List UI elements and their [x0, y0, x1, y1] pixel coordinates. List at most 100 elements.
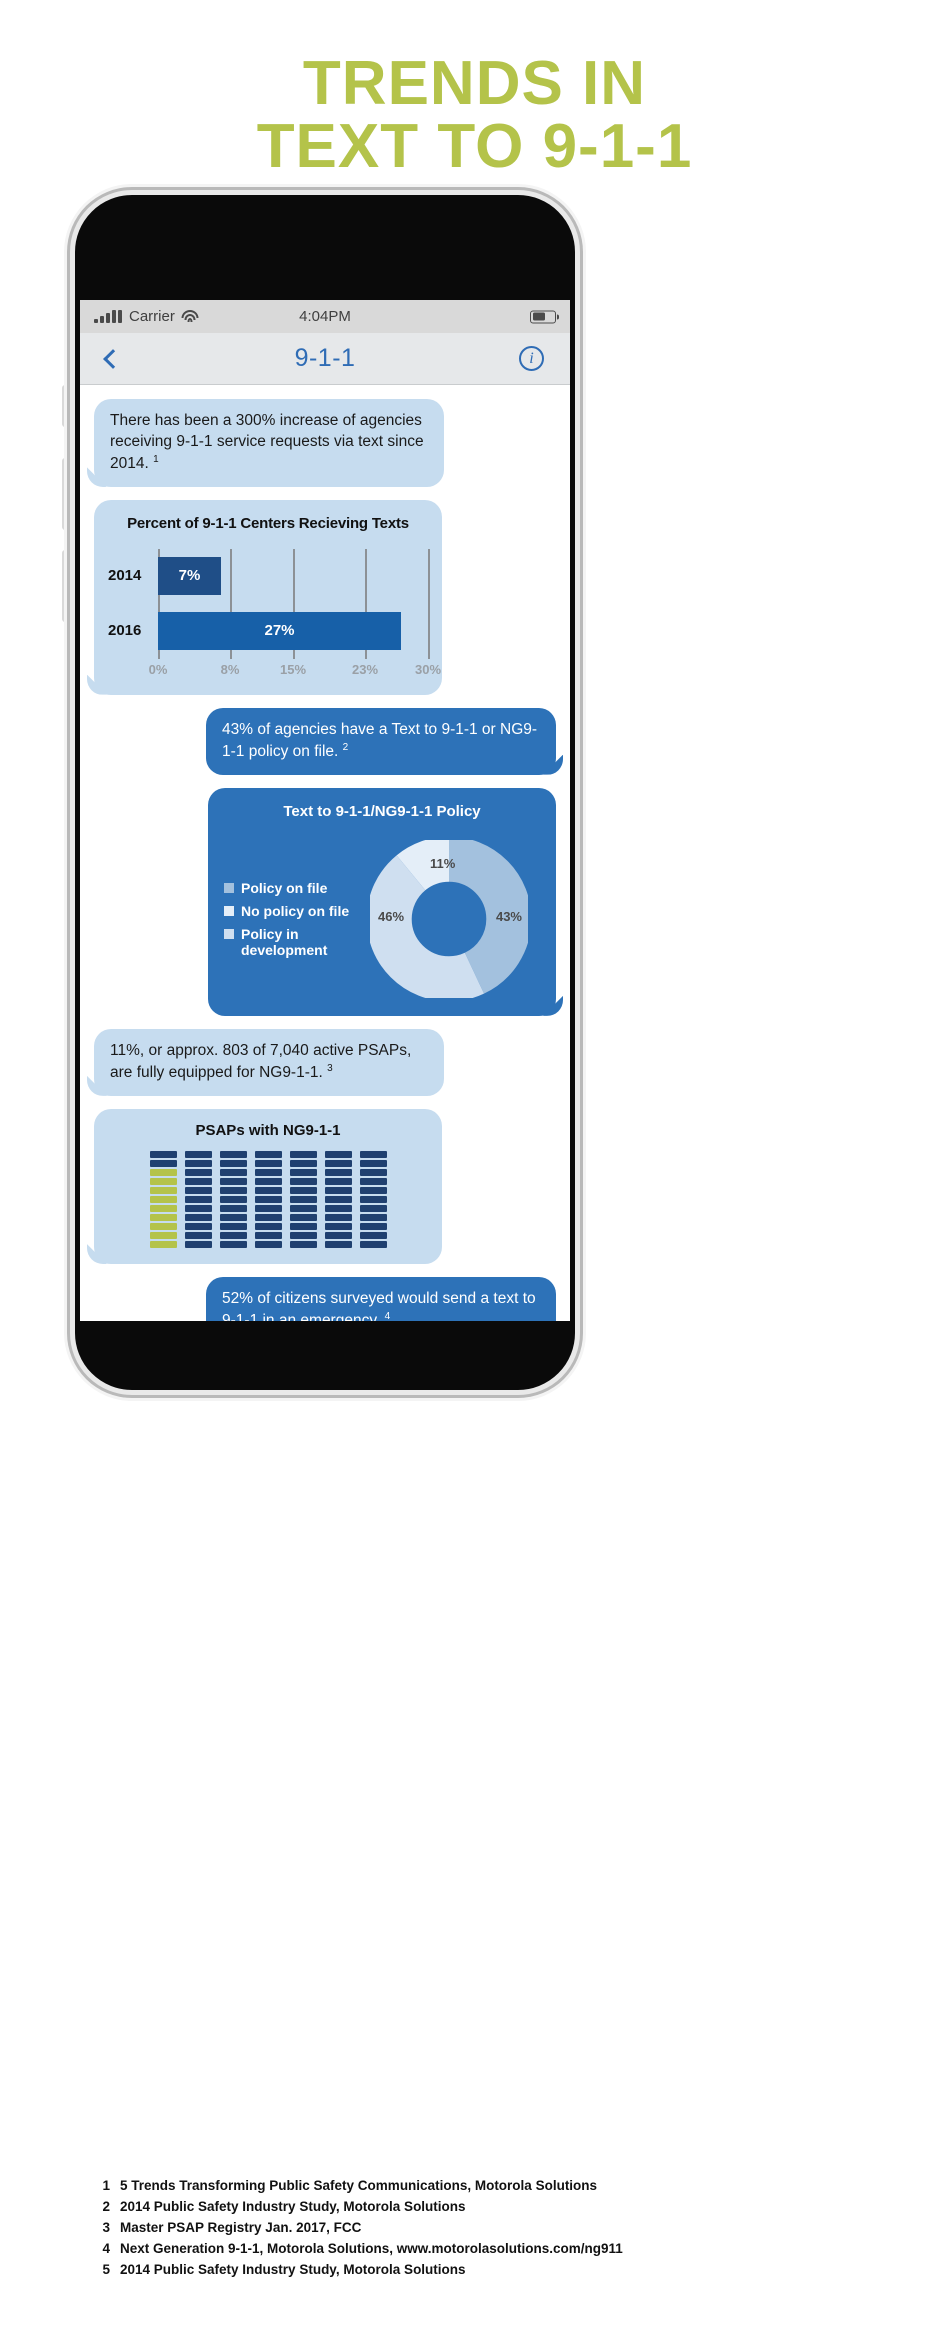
pictogram-cell-navy	[289, 1205, 317, 1213]
pictogram-cell-navy	[324, 1151, 352, 1159]
footnote-item: 3 Master PSAP Registry Jan. 2017, FCC	[100, 2218, 949, 2239]
pictogram-cell-navy	[324, 1169, 352, 1177]
pictogram-cell-navy	[184, 1214, 212, 1222]
footnote-item: 2 2014 Public Safety Industry Study, Mot…	[100, 2197, 949, 2218]
pictogram-cell-navy	[359, 1241, 387, 1249]
status-bar-time: 4:04PM	[299, 308, 351, 326]
donut-chart-bubble[interactable]: Text to 9-1-1/NG9-1-1 Policy Policy on f…	[208, 787, 556, 1016]
pictogram-bubble[interactable]: PSAPs with NG9-1-1	[94, 1108, 442, 1265]
pictogram-cell-navy	[184, 1232, 212, 1240]
bar-value-2016: 27%	[158, 612, 401, 651]
footnote-item: 5 2014 Public Safety Industry Study, Mot…	[100, 2260, 949, 2281]
donut-slice-policy-in-development	[370, 839, 528, 998]
phone-illustration: Carrier 4:04PM 9-1-1 i There has been a …	[0, 190, 949, 1895]
pictogram-cell-navy	[184, 1160, 212, 1168]
message-bubble-300-percent[interactable]: There has been a 300% increase of agenci…	[94, 399, 444, 488]
legend-swatch-icon	[224, 928, 234, 939]
pictogram-cell-navy	[254, 1214, 282, 1222]
nav-bar-title: 9-1-1	[294, 344, 356, 373]
page-title-line-2: TEXT TO 9-1-1	[256, 112, 693, 182]
pictogram-cell-navy	[184, 1178, 212, 1186]
pictogram-cell-navy	[289, 1232, 317, 1240]
footnote-text: Master PSAP Registry Jan. 2017, FCC	[120, 2219, 362, 2235]
message-text: 43% of agencies have a Text to 9-1-1 or …	[222, 720, 538, 760]
bar-chart-plot: 2014 7% 2016 27%	[108, 548, 430, 659]
pictogram-cell-navy	[184, 1241, 212, 1249]
footnote-item: 1 5 Trends Transforming Public Safety Co…	[100, 2176, 949, 2197]
pictogram-cell-navy	[324, 1196, 352, 1204]
pictogram-cell-navy	[254, 1196, 282, 1204]
info-circle-icon[interactable]: i	[519, 346, 544, 372]
footnote-number: 5	[102, 2261, 110, 2277]
pictogram-column	[219, 1151, 247, 1249]
pictogram-column	[149, 1151, 177, 1249]
message-row: 52% of citizens surveyed would send a te…	[94, 1277, 556, 1322]
pictogram-cell-navy	[289, 1187, 317, 1195]
bar-row-2014: 2014 7%	[108, 557, 428, 596]
bar-chart-title: Percent of 9-1-1 Centers Recieving Texts	[127, 515, 409, 533]
footnote-number: 1	[102, 2178, 110, 2193]
pictogram-cell-navy	[184, 1187, 212, 1195]
pictogram-cell-navy	[254, 1160, 282, 1168]
x-tick-label: 8%	[220, 661, 240, 677]
pictogram-cell-green	[149, 1187, 177, 1195]
x-tick-label: 0%	[148, 661, 168, 677]
pictogram-cell-navy	[254, 1151, 282, 1159]
pictogram-cell-navy	[254, 1205, 282, 1213]
donut-chart-title: Text to 9-1-1/NG9-1-1 Policy	[283, 802, 481, 820]
phone-volume-up-button	[62, 458, 71, 531]
pictogram-cell-navy	[324, 1187, 352, 1195]
donut-chart-body: Policy on file No policy on file Policy …	[224, 839, 540, 998]
pictogram-cell-navy	[219, 1205, 247, 1213]
message-bubble-43-percent[interactable]: 43% of agencies have a Text to 9-1-1 or …	[206, 707, 556, 775]
pictogram-grid	[110, 1151, 426, 1249]
pictogram-cell-navy	[359, 1169, 387, 1177]
pictogram-cell-navy	[359, 1196, 387, 1204]
footnote-ref: 2	[342, 741, 349, 753]
phone-screen: Carrier 4:04PM 9-1-1 i There has been a …	[80, 300, 570, 1322]
pictogram-cell-navy	[219, 1232, 247, 1240]
bar-row-2016: 2016 27%	[108, 612, 428, 651]
bar-chart-bubble[interactable]: Percent of 9-1-1 Centers Recieving Texts…	[94, 500, 442, 695]
pictogram-cell-navy	[289, 1223, 317, 1231]
message-bubble-11-percent[interactable]: 11%, or approx. 803 of 7,040 active PSAP…	[94, 1028, 444, 1096]
pictogram-cell-navy	[254, 1187, 282, 1195]
pictogram-cell-navy	[289, 1160, 317, 1168]
footnote-number: 2	[102, 2198, 110, 2214]
footnote-text: 2014 Public Safety Industry Study, Motor…	[120, 2198, 466, 2214]
pictogram-cell-navy	[219, 1223, 247, 1231]
message-row: Text to 9-1-1/NG9-1-1 Policy Policy on f…	[94, 787, 556, 1016]
pictogram-cell-navy	[219, 1187, 247, 1195]
legend-item-no-policy-on-file: No policy on file	[224, 903, 364, 919]
pictogram-cell-navy	[289, 1169, 317, 1177]
message-text: 11%, or approx. 803 of 7,040 active PSAP…	[110, 1041, 412, 1081]
pictogram-cell-navy	[219, 1160, 247, 1168]
nav-bar: 9-1-1 i	[80, 333, 570, 386]
legend-label: No policy on file	[241, 902, 350, 919]
pictogram-cell-green	[149, 1232, 177, 1240]
status-bar: Carrier 4:04PM	[80, 300, 570, 334]
pictogram-cell-green	[149, 1196, 177, 1204]
footnote-item: 4 Next Generation 9-1-1, Motorola Soluti…	[100, 2239, 949, 2260]
legend-item-policy-in-development: Policy in development	[224, 926, 364, 958]
footnote-ref: 1	[153, 454, 159, 466]
legend-swatch-icon	[224, 882, 234, 893]
phone-silent-switch	[62, 385, 71, 428]
x-tick-label: 23%	[351, 661, 379, 677]
footnote-text: 5 Trends Transforming Public Safety Comm…	[120, 2178, 598, 2193]
pictogram-cell-navy	[184, 1223, 212, 1231]
pictogram-cell-navy	[359, 1151, 387, 1159]
pictogram-cell-green	[149, 1205, 177, 1213]
pictogram-cell-navy	[359, 1223, 387, 1231]
pictogram-cell-navy	[254, 1241, 282, 1249]
pictogram-cell-navy	[289, 1151, 317, 1159]
donut-chart: 43% 46% 11%	[370, 839, 528, 998]
bar-category-label: 2016	[108, 622, 142, 640]
pictogram-cell-navy	[149, 1151, 177, 1159]
message-bubble-52-percent[interactable]: 52% of citizens surveyed would send a te…	[206, 1277, 556, 1322]
pictogram-column	[324, 1151, 352, 1249]
battery-icon	[530, 310, 559, 324]
legend-label: Policy on file	[241, 879, 328, 896]
pictogram-cell-navy	[184, 1151, 212, 1159]
message-row: 43% of agencies have a Text to 9-1-1 or …	[94, 707, 556, 775]
